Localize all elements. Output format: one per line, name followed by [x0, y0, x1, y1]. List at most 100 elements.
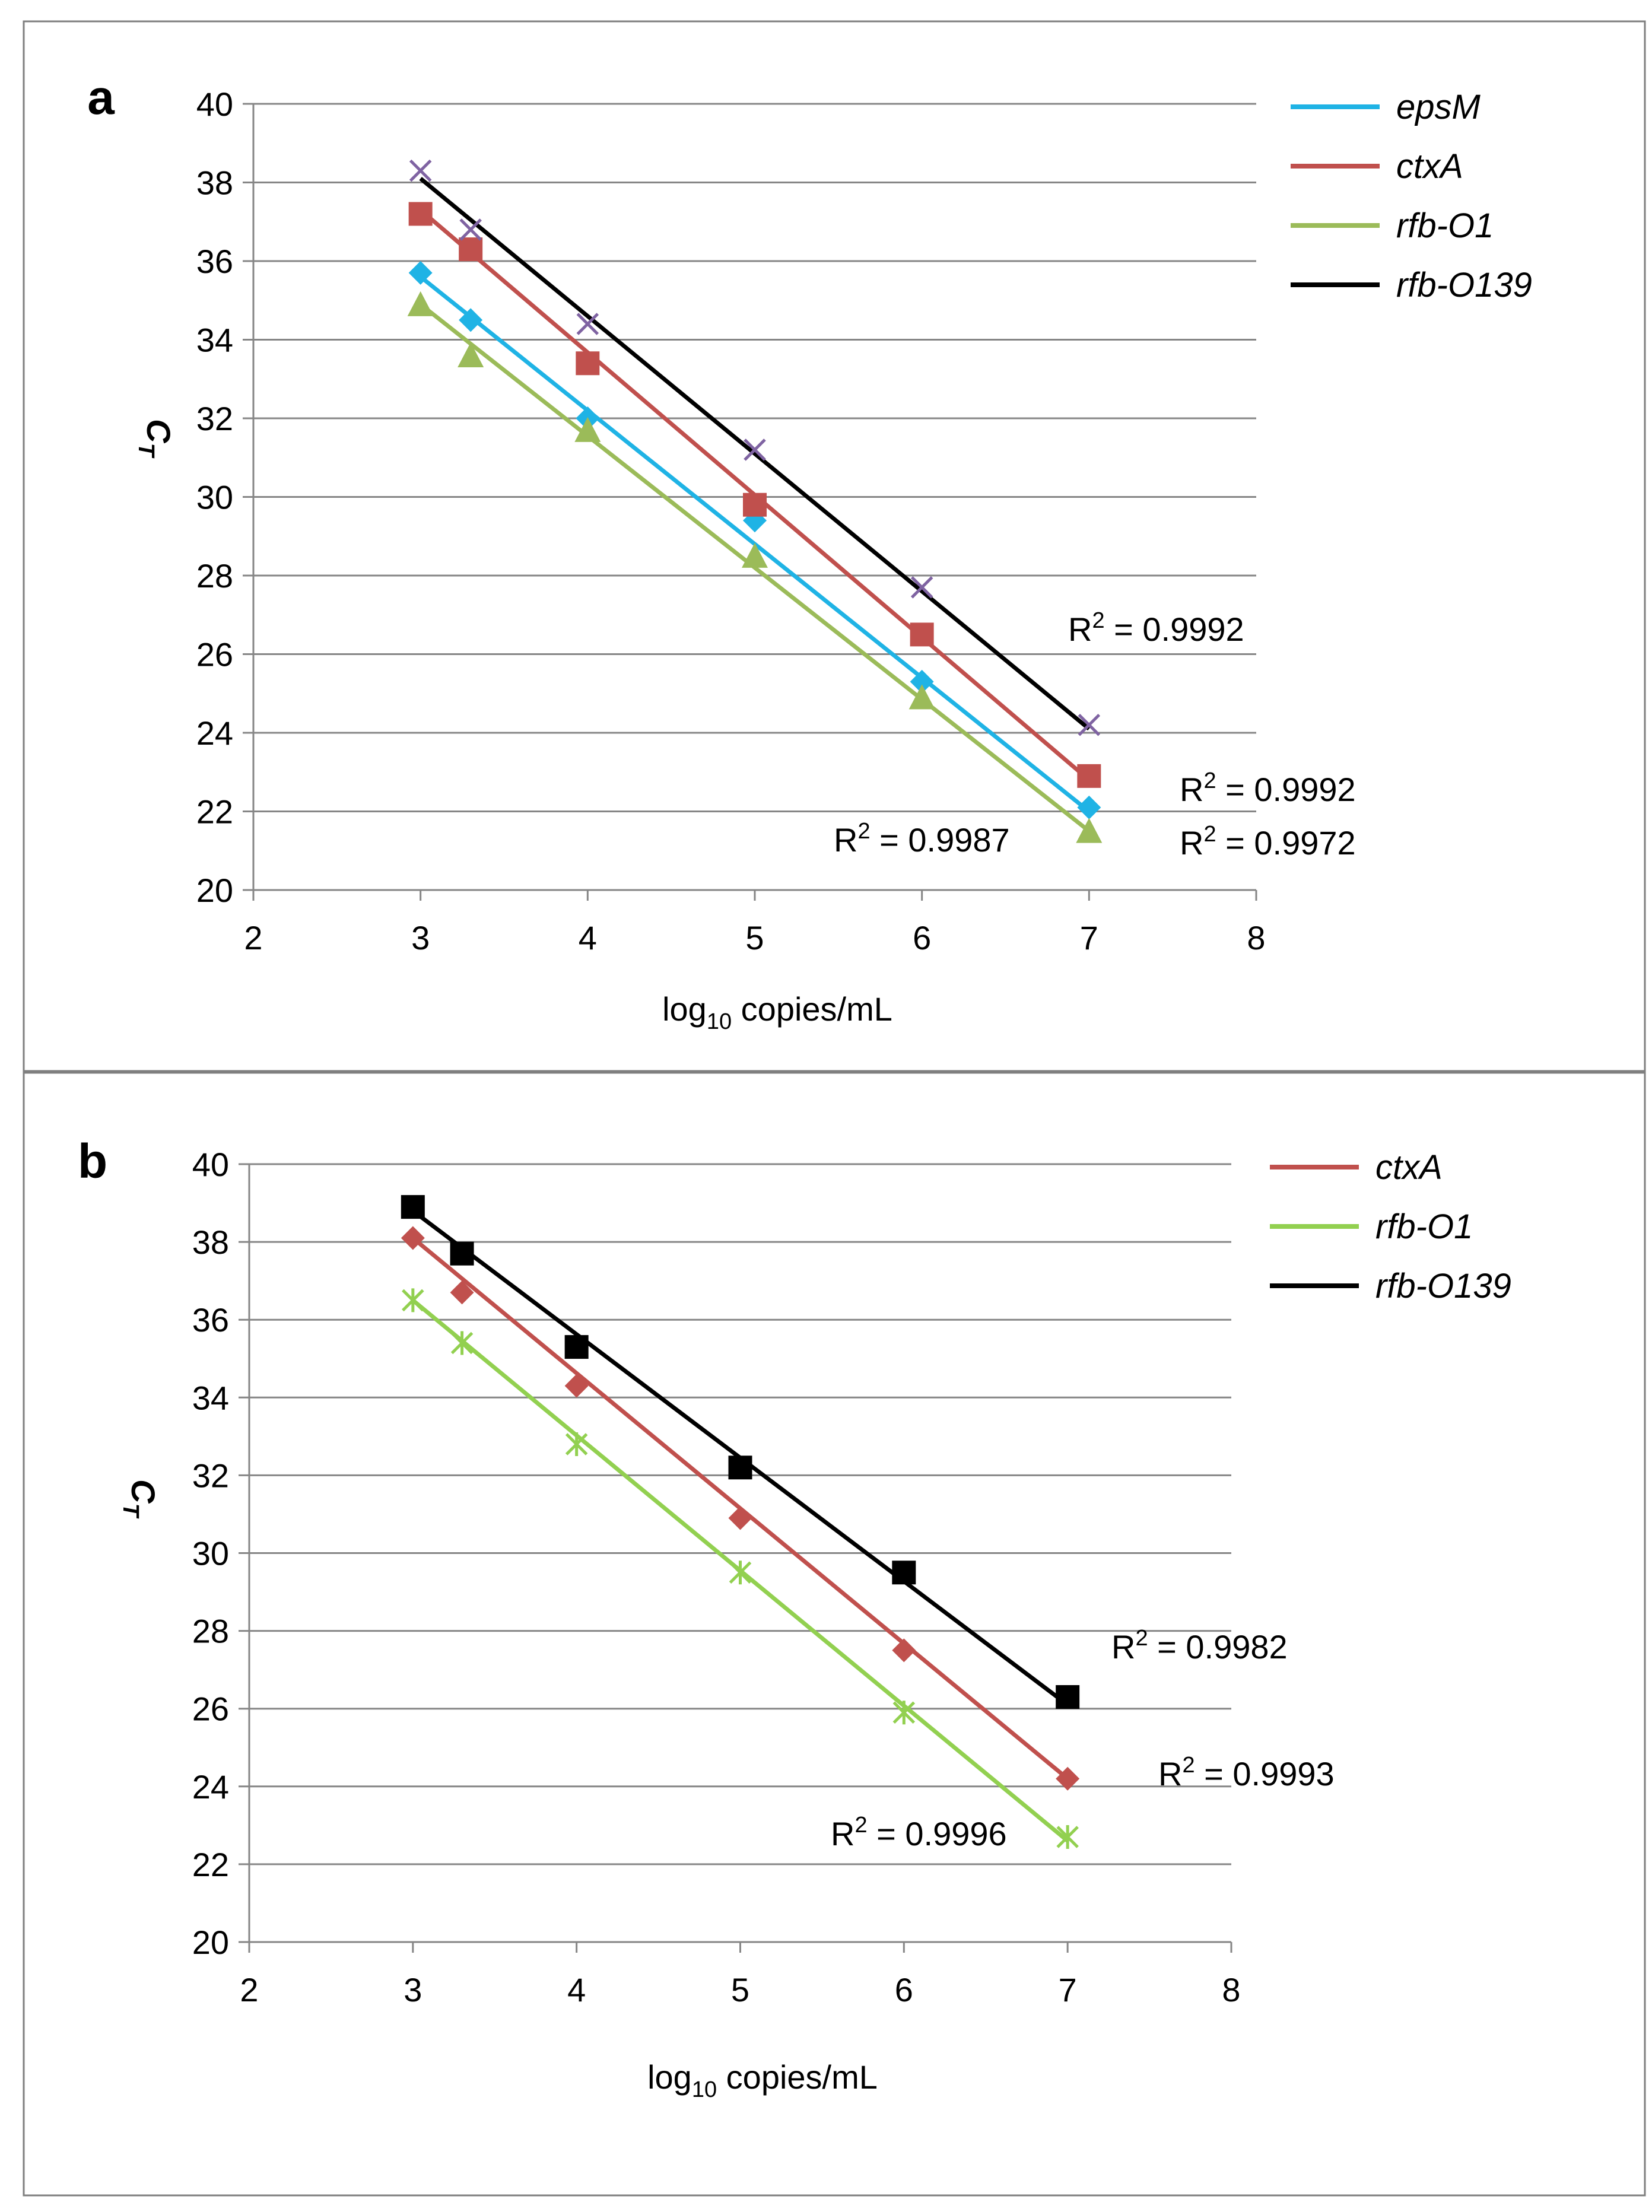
r2-sup: 2: [1203, 768, 1216, 793]
x-tick-label: 4: [567, 1971, 586, 2008]
series-rfb-O139: [401, 1195, 1080, 1709]
y-tick-label: 36: [192, 1301, 229, 1339]
r2-main: R: [1111, 1628, 1135, 1666]
r2-label-ctxA: R2 = 0.9993: [1158, 1753, 1335, 1793]
series-ctxA: [401, 1226, 1080, 1791]
x-tick-label: 7: [1080, 919, 1098, 956]
data-point-ctxA: [892, 1638, 916, 1663]
data-point-rfb-O139: [1078, 713, 1101, 736]
r2-rest: = 0.9992: [1216, 771, 1356, 808]
x-tick-label: 8: [1222, 1971, 1240, 2008]
y-tick-label: 34: [196, 322, 233, 359]
x-tick-label: 4: [579, 919, 597, 956]
x-tick-label: 6: [895, 1971, 913, 2008]
data-point-epsM: [1077, 795, 1101, 819]
panel-frame: [23, 20, 1646, 1072]
y-tick-label: 36: [196, 243, 233, 280]
legend-label-ctxA: ctxA: [1375, 1148, 1443, 1187]
data-point-ctxA: [450, 1280, 474, 1305]
y-tick-label: 24: [192, 1768, 229, 1806]
r2-main: R: [831, 1815, 854, 1852]
data-point-rfb-O139: [401, 1195, 425, 1219]
x-tick-label: 3: [411, 919, 430, 956]
y-axis-label-main: C: [125, 1479, 162, 1504]
r2-label-rfb-O139: R2 = 0.9992: [1068, 608, 1244, 648]
y-tick-label: 34: [192, 1379, 229, 1416]
data-point-epsM: [459, 308, 483, 332]
x-axis-label-rest: copies/mL: [717, 2058, 878, 2096]
y-axis-label: CT: [118, 1479, 162, 1518]
data-point-rfb-O1: [450, 1331, 474, 1355]
y-tick-label: 40: [192, 1146, 229, 1183]
y-axis-label: CT: [134, 419, 177, 458]
data-point-rfb-O139: [409, 159, 432, 182]
data-point-rfb-O1: [1076, 818, 1103, 843]
data-point-rfb-O139: [744, 438, 766, 461]
legend-label-rfb-O139: rfb-O139: [1375, 1267, 1511, 1305]
y-tick-label: 38: [196, 164, 233, 202]
data-point-rfb-O139: [892, 1561, 916, 1585]
data-point-rfb-O139: [450, 1241, 474, 1266]
data-point-rfb-O1: [908, 684, 935, 710]
legend: ctxA rfb-O1 rfb-O139: [1270, 1148, 1511, 1305]
data-point-rfb-O139: [564, 1335, 589, 1359]
data-point-rfb-O1: [742, 542, 768, 568]
data-point-rfb-O1: [1056, 1825, 1079, 1849]
r2-sup: 2: [854, 1813, 867, 1838]
r2-main: R: [1180, 771, 1203, 808]
y-tick-label: 38: [192, 1223, 229, 1261]
data-point-ctxA: [728, 1506, 752, 1530]
panel-label: a: [87, 71, 115, 125]
y-tick-label: 28: [196, 557, 233, 595]
x-tick-label: 6: [913, 919, 931, 956]
legend: epsM ctxA rfb-O1 rfb-O139: [1291, 88, 1532, 304]
data-point-epsM: [408, 260, 433, 285]
y-tick-label: 26: [196, 636, 233, 673]
y-tick-label: 22: [192, 1846, 229, 1883]
y-tick-label: 20: [192, 1924, 229, 1961]
r2-label-epsM: R2 = 0.9987: [834, 819, 1010, 859]
data-point-ctxA: [564, 1374, 589, 1398]
r2-main: R: [1068, 611, 1092, 648]
x-tick-label: 5: [731, 1971, 749, 2008]
series-rfb-O139: [409, 159, 1101, 736]
legend-label-rfb-O1: rfb-O1: [1375, 1207, 1473, 1246]
data-point-rfb-O1: [565, 1432, 588, 1456]
y-tick-label: 30: [192, 1535, 229, 1572]
data-point-rfb-O1: [407, 291, 434, 316]
x-tick-label: 8: [1247, 919, 1265, 956]
r2-rest: = 0.9972: [1216, 824, 1356, 862]
data-point-rfb-O1: [574, 417, 601, 442]
data-point-ctxA: [576, 351, 600, 376]
data-point-ctxA: [408, 202, 433, 226]
r2-sup: 2: [1203, 822, 1216, 847]
legend-label-ctxA: ctxA: [1396, 147, 1463, 186]
legend-label-epsM: epsM: [1396, 88, 1481, 126]
series-epsM: [408, 260, 1101, 819]
r2-rest: = 0.9987: [871, 821, 1010, 859]
r2-main: R: [1158, 1755, 1182, 1793]
r2-label-ctxA: R2 = 0.9992: [1180, 768, 1356, 808]
x-axis-label-sub: 10: [707, 1009, 732, 1034]
y-axis-label-sub: T: [118, 1504, 143, 1519]
data-point-ctxA: [743, 492, 767, 517]
y-tick-label: 40: [196, 85, 233, 123]
data-point-ctxA: [459, 237, 483, 262]
x-axis-label-sub: 10: [692, 2077, 717, 2102]
series-rfb-O1: [407, 291, 1103, 843]
r2-sup: 2: [857, 819, 870, 844]
x-axis-label-main: log: [647, 2058, 692, 2096]
r2-sup: 2: [1135, 1626, 1148, 1651]
r2-rest: = 0.9996: [868, 1815, 1007, 1852]
r2-rest: = 0.9992: [1105, 611, 1244, 648]
data-point-epsM: [910, 669, 934, 694]
y-tick-label: 28: [192, 1613, 229, 1650]
panel-frame: [23, 1072, 1646, 2197]
x-tick-label: 7: [1059, 1971, 1077, 2008]
r2-main: R: [1180, 824, 1203, 862]
r2-label-rfb-O1: R2 = 0.9972: [1180, 822, 1356, 862]
data-point-ctxA: [1077, 764, 1101, 788]
y-axis-label-sub: T: [134, 443, 158, 459]
